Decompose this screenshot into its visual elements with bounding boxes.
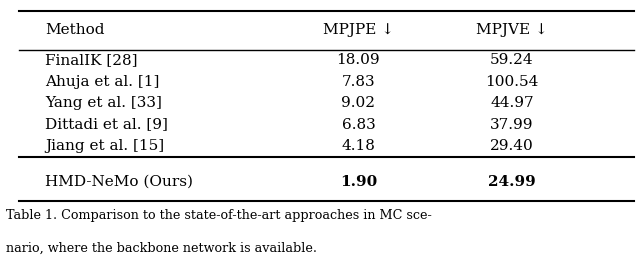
- Text: 18.09: 18.09: [337, 53, 380, 67]
- Text: MPJPE ↓: MPJPE ↓: [323, 23, 394, 37]
- Text: 44.97: 44.97: [490, 96, 534, 110]
- Text: Ahuja et al. [1]: Ahuja et al. [1]: [45, 75, 159, 89]
- Text: HMD-NeMo (Ours): HMD-NeMo (Ours): [45, 175, 193, 188]
- Text: Yang et al. [33]: Yang et al. [33]: [45, 96, 162, 110]
- Text: Method: Method: [45, 23, 104, 37]
- Text: 59.24: 59.24: [490, 53, 534, 67]
- Text: 6.83: 6.83: [342, 118, 375, 131]
- Text: Dittadi et al. [9]: Dittadi et al. [9]: [45, 118, 168, 131]
- Text: Jiang et al. [15]: Jiang et al. [15]: [45, 139, 164, 153]
- Text: 29.40: 29.40: [490, 139, 534, 153]
- Text: 9.02: 9.02: [341, 96, 376, 110]
- Text: 1.90: 1.90: [340, 175, 377, 188]
- Text: 4.18: 4.18: [342, 139, 375, 153]
- Text: 37.99: 37.99: [490, 118, 534, 131]
- Text: 24.99: 24.99: [488, 175, 536, 188]
- Text: MPJVE ↓: MPJVE ↓: [476, 23, 548, 37]
- Text: nario, where the backbone network is available.: nario, where the backbone network is ava…: [6, 242, 317, 255]
- Text: Table 1. Comparison to the state-of-the-art approaches in MC sce-: Table 1. Comparison to the state-of-the-…: [6, 209, 432, 222]
- Text: FinalIK [28]: FinalIK [28]: [45, 53, 138, 67]
- Text: 100.54: 100.54: [485, 75, 539, 89]
- Text: 7.83: 7.83: [342, 75, 375, 89]
